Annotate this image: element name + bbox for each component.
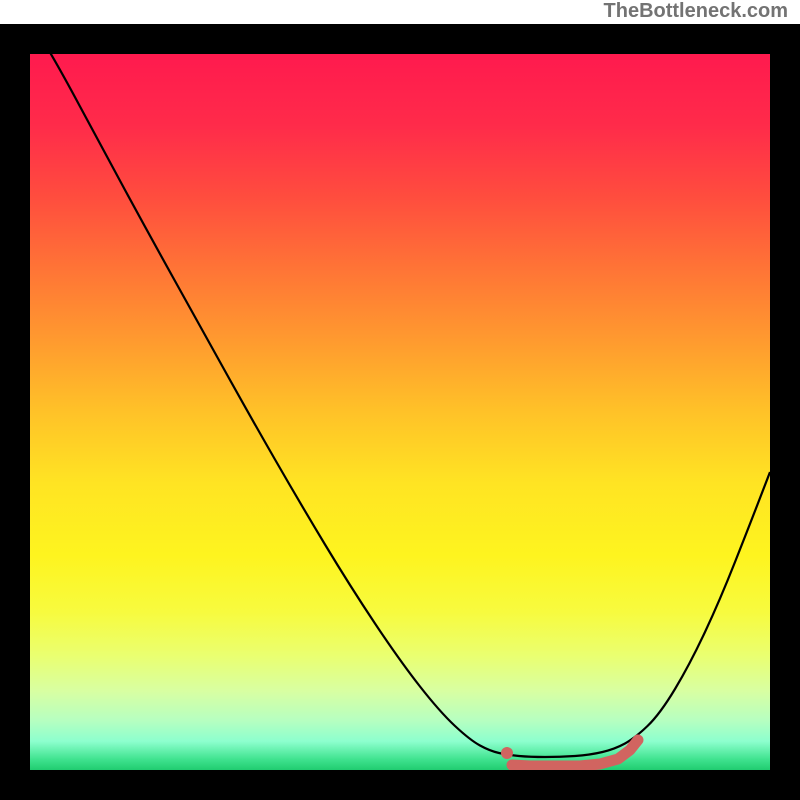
bottleneck-chart — [0, 24, 800, 800]
watermark-text: TheBottleneck.com — [604, 0, 788, 23]
plot-area — [0, 24, 800, 800]
chart-container: TheBottleneck.com — [0, 0, 800, 800]
optimal-point-dot — [501, 747, 513, 759]
